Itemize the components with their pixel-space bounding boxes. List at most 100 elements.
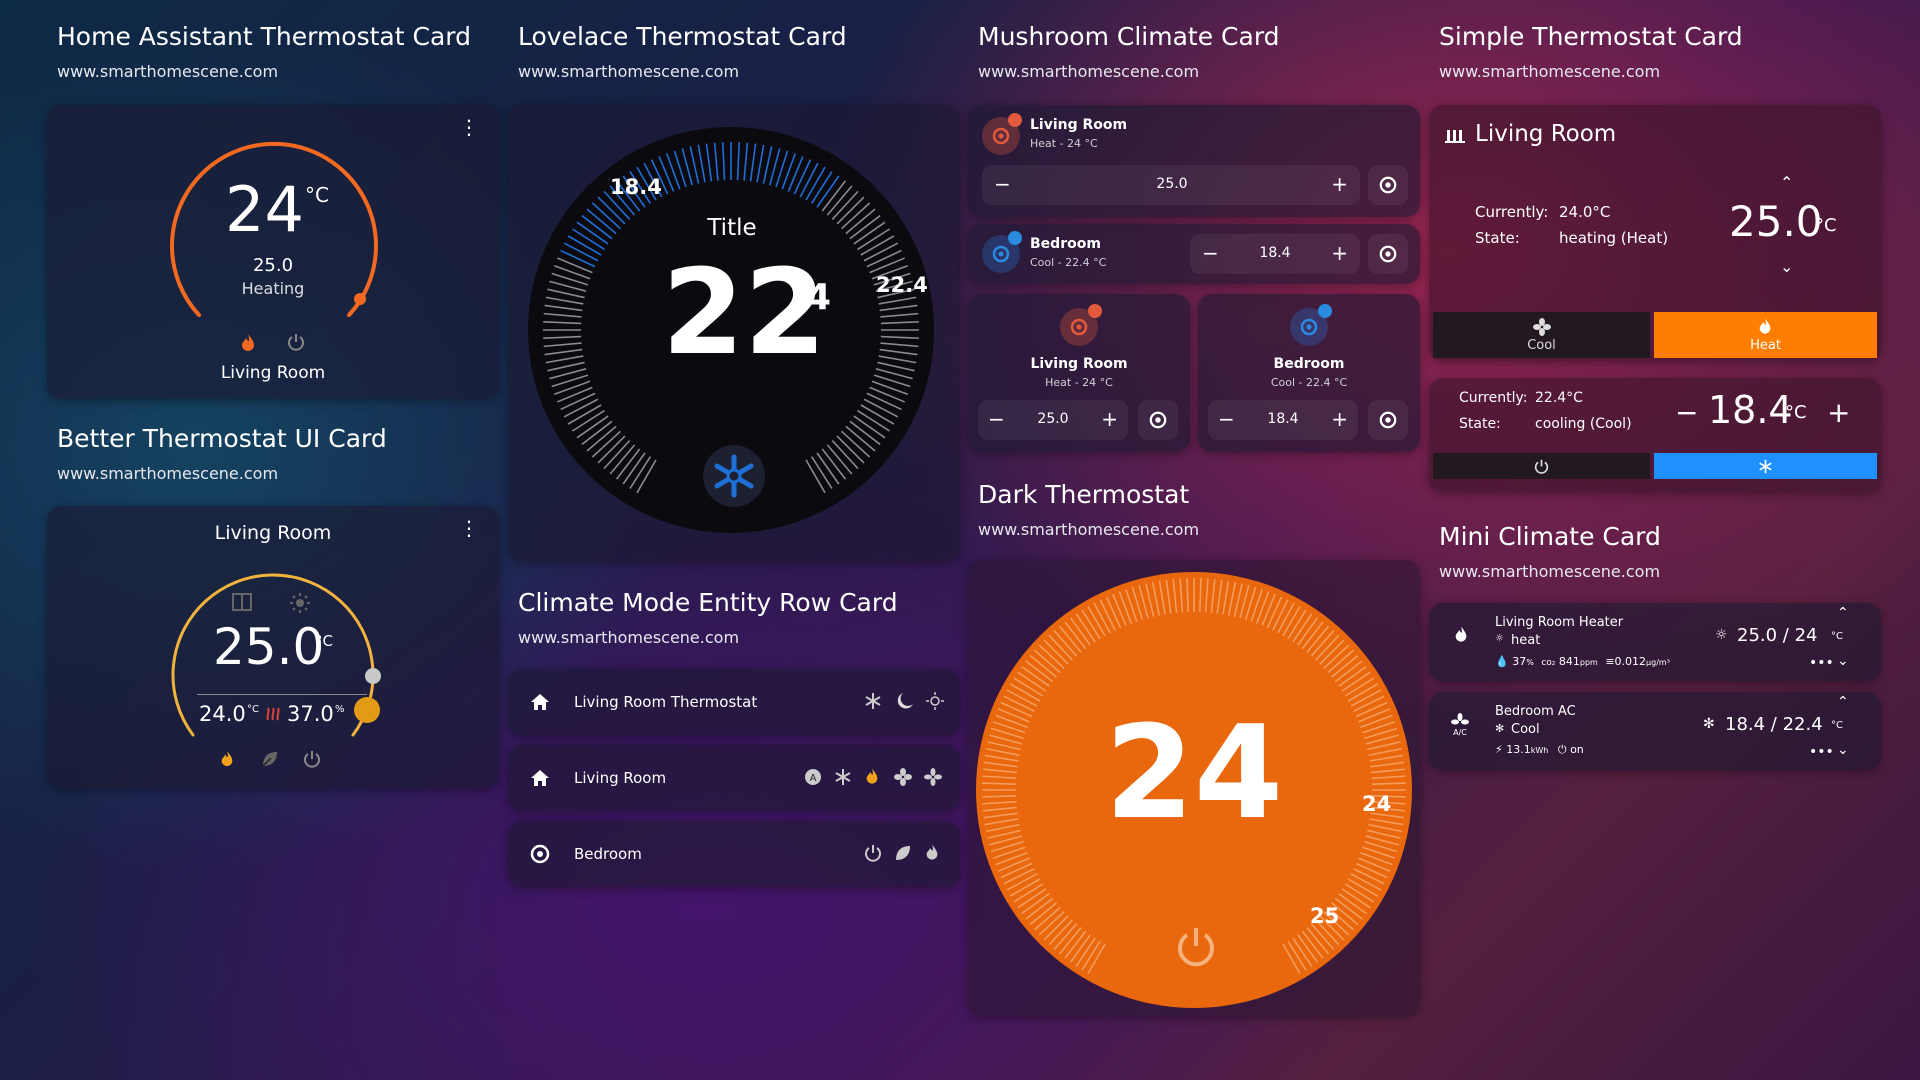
snowflake-icon: ✻ [1495, 722, 1505, 735]
section-url-better: www.smarthomescene.com [57, 464, 279, 483]
climate-row-living-room-thermostat[interactable]: Living Room Thermostat [508, 669, 960, 735]
lovelace-low-label: 18.4 [610, 175, 662, 199]
mode-button[interactable] [1368, 234, 1408, 274]
dial-tick [1105, 596, 1122, 629]
more-icon[interactable]: ••• [1809, 655, 1834, 671]
better-dial[interactable] [153, 550, 393, 760]
moon-icon[interactable] [896, 692, 914, 710]
dial-tick [880, 312, 919, 318]
mini-climate-card-ac[interactable]: A/C Bedroom AC ✻ Cool ⚡ 13.1kWh ⏻ on ✻ 1… [1429, 692, 1881, 770]
dial-tick [1093, 602, 1111, 634]
power-icon[interactable] [1174, 924, 1218, 968]
mushroom-name: Bedroom [1030, 236, 1101, 252]
plus-button[interactable]: + [1331, 241, 1348, 265]
mode-button[interactable] [1368, 165, 1408, 205]
chevron-up-icon[interactable]: ⌃ [1837, 605, 1849, 621]
mini-unit: °C [1831, 631, 1843, 642]
cool-button[interactable]: Cool [1433, 312, 1650, 358]
ha-current-temp: 24 [225, 173, 304, 246]
plus-button[interactable]: + [1827, 396, 1851, 429]
dial-tick [1341, 671, 1371, 692]
dial-tick [1058, 927, 1082, 955]
dial-tick [984, 754, 1019, 762]
ha-room-name: Living Room [220, 363, 326, 383]
ha-menu-button[interactable]: ⋮ [459, 115, 479, 139]
off-button[interactable] [1433, 453, 1650, 479]
lovelace-title: Title [707, 215, 757, 241]
dial-tick [1069, 617, 1091, 646]
section-url-ha: www.smarthomescene.com [57, 62, 279, 81]
dial-tick [1292, 613, 1313, 643]
power-icon[interactable] [287, 333, 305, 351]
simple2-target: 18.4 [1708, 388, 1793, 432]
cool-mode-button[interactable] [1654, 453, 1877, 479]
plus-button[interactable]: + [1331, 407, 1348, 431]
dial-tick [805, 166, 826, 201]
minus-button[interactable]: − [994, 172, 1011, 196]
dial-tick [1081, 940, 1101, 971]
minus-button[interactable]: − [988, 407, 1005, 431]
chevron-up-icon[interactable]: ⌃ [1780, 173, 1794, 192]
dial-tick [1287, 940, 1307, 971]
dial-tick [1310, 630, 1335, 657]
mode-button[interactable] [1368, 400, 1408, 440]
plus-button[interactable]: + [1101, 407, 1118, 431]
dial-tick [879, 304, 918, 312]
power-icon[interactable] [864, 844, 882, 862]
mini-sensors: ⚡ 13.1kWh ⏻ on [1495, 743, 1584, 757]
snowflake-icon[interactable] [864, 692, 882, 710]
pm-icon: ≡ [1605, 655, 1615, 668]
climate-row-bedroom[interactable]: Bedroom [508, 821, 960, 887]
snowflake-icon[interactable] [834, 768, 852, 786]
minus-button[interactable]: − [1675, 396, 1699, 429]
dial-tick [1081, 609, 1101, 640]
chevron-down-icon[interactable]: ⌄ [1780, 257, 1794, 276]
dial-tick [554, 264, 591, 280]
simple-state-label: State: [1475, 229, 1520, 247]
fan-alt-icon[interactable] [924, 768, 942, 786]
better-menu-button[interactable]: ⋮ [459, 516, 479, 540]
more-icon[interactable]: ••• [1809, 744, 1834, 760]
plus-button[interactable]: + [1331, 172, 1348, 196]
dial-tick [1297, 617, 1319, 646]
flame-icon[interactable] [924, 843, 940, 862]
power-icon[interactable] [303, 750, 321, 768]
fan-icon[interactable] [894, 768, 912, 786]
mushroom-target-value: 18.4 [1267, 411, 1299, 427]
simple-thermostat-card-2: Currently: 22.4°C State: cooling (Cool) … [1429, 378, 1881, 492]
heat-button[interactable]: Heat [1654, 312, 1877, 358]
sun-icon[interactable] [926, 692, 944, 710]
dark-thermostat-dial[interactable] [974, 570, 1414, 1010]
dial-tick [1360, 851, 1393, 866]
chevron-down-icon[interactable]: ⌄ [1837, 742, 1849, 758]
climate-row-living-room[interactable]: Living Room A [508, 745, 960, 811]
leaf-icon[interactable] [261, 750, 279, 768]
minus-button[interactable]: − [1202, 241, 1219, 265]
mini-climate-card-heater[interactable]: Living Room Heater ☼ heat 💧 37% co₂ 841p… [1429, 603, 1881, 681]
dial-tick [1327, 906, 1354, 931]
better-room-name: Living Room [214, 522, 332, 544]
mini-pm: 0.012 [1614, 655, 1647, 668]
minus-button[interactable]: − [1218, 407, 1235, 431]
ha-dial[interactable] [159, 125, 389, 345]
auto-icon[interactable]: A [804, 768, 822, 786]
mini-name: Bedroom AC [1495, 704, 1576, 719]
flame-icon[interactable] [864, 767, 880, 786]
lovelace-dial[interactable] [526, 125, 936, 535]
dial-tick [875, 368, 913, 380]
snowflake-icon[interactable] [703, 445, 765, 507]
leaf-icon[interactable] [894, 844, 912, 862]
dial-tick [987, 741, 1021, 751]
flame-icon [1453, 625, 1469, 644]
flame-icon[interactable] [239, 333, 257, 353]
dark-tick-current: 24 [1362, 792, 1392, 816]
plug-icon: ⏻ [1557, 743, 1567, 756]
window-icon [231, 592, 253, 612]
mode-button[interactable] [1138, 400, 1178, 440]
dial-tick [586, 425, 617, 452]
mini-humidity: 37 [1512, 655, 1527, 668]
dial-tick [1125, 588, 1138, 622]
chevron-up-icon[interactable]: ⌃ [1837, 694, 1849, 710]
chevron-down-icon[interactable]: ⌄ [1837, 653, 1849, 669]
flame-icon[interactable] [219, 750, 235, 768]
